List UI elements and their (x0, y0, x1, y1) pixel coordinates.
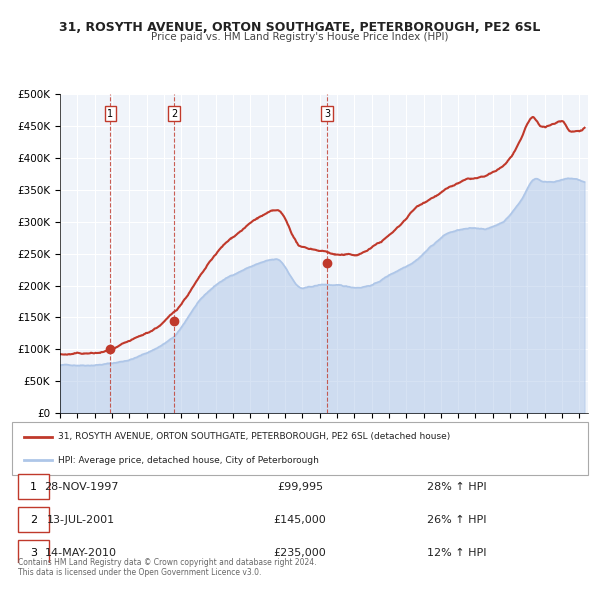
Text: 28% ↑ HPI: 28% ↑ HPI (427, 481, 487, 491)
Text: Price paid vs. HM Land Registry's House Price Index (HPI): Price paid vs. HM Land Registry's House … (151, 32, 449, 42)
Text: 14-MAY-2010: 14-MAY-2010 (45, 548, 117, 558)
FancyBboxPatch shape (12, 422, 588, 475)
Text: 26% ↑ HPI: 26% ↑ HPI (427, 514, 486, 525)
Text: £99,995: £99,995 (277, 481, 323, 491)
Text: 3: 3 (324, 109, 330, 119)
Text: Contains HM Land Registry data © Crown copyright and database right 2024.
This d: Contains HM Land Registry data © Crown c… (18, 558, 317, 577)
FancyBboxPatch shape (18, 507, 49, 532)
Text: 2: 2 (171, 109, 177, 119)
Text: 28-NOV-1997: 28-NOV-1997 (44, 481, 118, 491)
Text: 1: 1 (107, 109, 113, 119)
Text: £145,000: £145,000 (274, 514, 326, 525)
Text: 31, ROSYTH AVENUE, ORTON SOUTHGATE, PETERBOROUGH, PE2 6SL (detached house): 31, ROSYTH AVENUE, ORTON SOUTHGATE, PETE… (58, 432, 451, 441)
Text: 12% ↑ HPI: 12% ↑ HPI (427, 548, 486, 558)
FancyBboxPatch shape (18, 474, 49, 499)
Text: HPI: Average price, detached house, City of Peterborough: HPI: Average price, detached house, City… (58, 455, 319, 464)
Text: 1: 1 (30, 481, 37, 491)
Text: 3: 3 (30, 548, 37, 558)
Text: 31, ROSYTH AVENUE, ORTON SOUTHGATE, PETERBOROUGH, PE2 6SL: 31, ROSYTH AVENUE, ORTON SOUTHGATE, PETE… (59, 21, 541, 34)
Text: £235,000: £235,000 (274, 548, 326, 558)
FancyBboxPatch shape (18, 540, 49, 565)
Text: 13-JUL-2001: 13-JUL-2001 (47, 514, 115, 525)
Text: 2: 2 (30, 514, 37, 525)
